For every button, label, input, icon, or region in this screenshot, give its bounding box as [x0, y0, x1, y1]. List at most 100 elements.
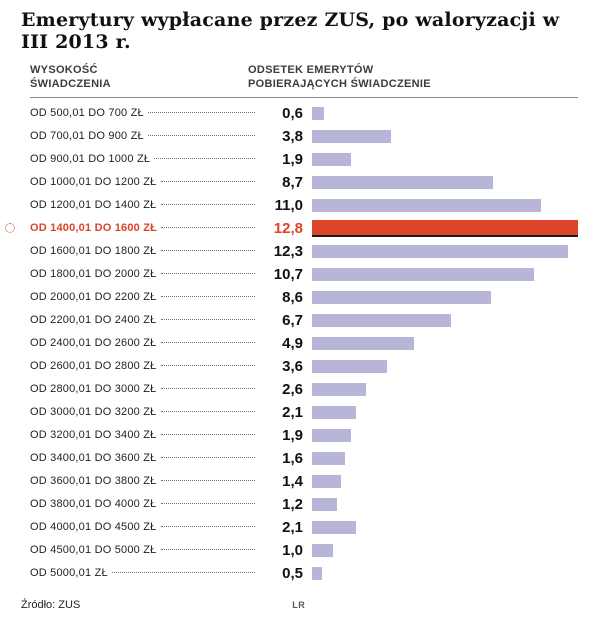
header-line: ODSETEK EMERYTÓW [248, 64, 374, 76]
row-value-label: 1,6 [282, 449, 303, 467]
bar-track [312, 244, 578, 258]
bar-track [312, 566, 578, 580]
column-headers: WYSOKOŚĆ ŚWIADCZENIA ODSETEK EMERYTÓW PO… [30, 63, 578, 92]
chart-row: OD 3400,01 DO 3600 ZŁ 1,6 [30, 447, 578, 470]
header-line: POBIERAJĄCYCH ŚWIADCZENIE [248, 78, 431, 91]
row-value-label: 2,1 [282, 403, 303, 421]
row-value-label: 6,7 [282, 311, 303, 329]
bar [312, 428, 352, 442]
bar-track [312, 198, 578, 212]
bar-track [312, 129, 578, 143]
row-value-label: 1,9 [282, 150, 303, 168]
bar [312, 313, 452, 327]
chart-row: OD 1200,01 DO 1400 ZŁ 11,0 [30, 194, 578, 217]
chart-row: OD 1400,01 DO 1600 ZŁ 12,8 [5, 217, 578, 240]
bar [312, 336, 414, 350]
bar [312, 152, 352, 166]
dotted-leader [160, 433, 255, 435]
bar [312, 382, 367, 396]
dotted-leader [160, 502, 255, 504]
dotted-leader [161, 226, 255, 228]
bar-track [312, 543, 578, 557]
dotted-leader [160, 456, 255, 458]
dotted-leader [154, 157, 255, 159]
row-value-label: 12,3 [273, 242, 303, 260]
row-value-label: 2,6 [282, 380, 303, 398]
row-category-label: OD 1200,01 DO 1400 ZŁ [30, 199, 157, 212]
footer: Źródło: ZUS LR [21, 599, 578, 611]
bar [312, 474, 342, 488]
row-category-label: OD 4500,01 DO 5000 ZŁ [30, 544, 157, 557]
chart-row: OD 4500,01 DO 5000 ZŁ 1,0 [30, 539, 578, 562]
bar-track [312, 336, 578, 350]
bar-track [312, 267, 578, 281]
row-value-label: 2,1 [282, 518, 303, 536]
bar [312, 497, 337, 511]
bar-track [312, 474, 578, 488]
row-category-label: OD 3200,01 DO 3400 ZŁ [30, 429, 157, 442]
dotted-leader [160, 410, 255, 412]
header-line: WYSOKOŚĆ [30, 64, 98, 76]
bar-track [312, 405, 578, 419]
row-category-label: OD 2000,01 DO 2200 ZŁ [30, 291, 157, 304]
chart-row: OD 3800,01 DO 4000 ZŁ 1,2 [30, 493, 578, 516]
row-value-label: 3,6 [282, 357, 303, 375]
dotted-leader [160, 364, 255, 366]
row-value-label: 3,8 [282, 127, 303, 145]
row-value-label: 12,8 [273, 219, 303, 237]
dotted-leader [147, 111, 255, 113]
bar-track [312, 497, 578, 511]
credit-label: LR [292, 599, 306, 610]
chart-row: OD 2800,01 DO 3000 ZŁ 2,6 [30, 378, 578, 401]
row-category-label: OD 1600,01 DO 1800 ZŁ [30, 245, 157, 258]
chart-row: OD 1600,01 DO 1800 ZŁ 12,3 [30, 240, 578, 263]
dotted-leader [160, 525, 255, 527]
page-title: Emerytury wypłacane przez ZUS, po walory… [21, 9, 560, 53]
infographic: Emerytury wypłacane przez ZUS, po walory… [0, 9, 600, 611]
bar-track [312, 313, 578, 327]
dotted-leader [160, 180, 255, 182]
chart-row: OD 2000,01 DO 2200 ZŁ 8,6 [30, 286, 578, 309]
dotted-leader [160, 548, 255, 550]
bar [312, 244, 568, 258]
row-category-label: OD 1000,01 DO 1200 ZŁ [30, 176, 157, 189]
bar-track [312, 290, 578, 304]
row-category-label: OD 3400,01 DO 3600 ZŁ [30, 452, 157, 465]
dotted-leader [160, 203, 255, 205]
chart-row: OD 4000,01 DO 4500 ZŁ 2,1 [30, 516, 578, 539]
bar [312, 267, 535, 281]
row-category-label: OD 500,01 DO 700 ZŁ [30, 107, 144, 120]
row-category-label: OD 700,01 DO 900 ZŁ [30, 130, 144, 143]
bar-track [312, 359, 578, 373]
highlight-marker-icon [5, 222, 15, 233]
chart-row: OD 2600,01 DO 2800 ZŁ 3,6 [30, 355, 578, 378]
chart-row: OD 2400,01 DO 2600 ZŁ 4,9 [30, 332, 578, 355]
chart-row: OD 2200,01 DO 2400 ZŁ 6,7 [30, 309, 578, 332]
row-value-label: 0,5 [282, 564, 303, 582]
row-value-label: 1,2 [282, 495, 303, 513]
bar-track [312, 219, 578, 237]
bar [312, 219, 578, 237]
row-category-label: OD 3600,01 DO 3800 ZŁ [30, 475, 157, 488]
bar-track [312, 451, 578, 465]
bar [312, 198, 541, 212]
dotted-leader [160, 318, 255, 320]
dotted-leader [160, 249, 255, 251]
row-category-label: OD 2200,01 DO 2400 ZŁ [30, 314, 157, 327]
row-value-label: 1,4 [282, 472, 303, 490]
row-value-label: 8,7 [282, 173, 303, 191]
chart-row: OD 700,01 DO 900 ZŁ 3,8 [30, 125, 578, 148]
row-category-label: OD 2800,01 DO 3000 ZŁ [30, 383, 157, 396]
header-percentage: ODSETEK EMERYTÓW POBIERAJĄCYCH ŚWIADCZEN… [248, 63, 578, 92]
dotted-leader [160, 295, 255, 297]
chart-row: OD 1800,01 DO 2000 ZŁ 10,7 [30, 263, 578, 286]
bar-track [312, 520, 578, 534]
dotted-leader [160, 387, 255, 389]
dotted-leader [147, 134, 255, 136]
dotted-leader [160, 341, 255, 343]
row-category-label: OD 3000,01 DO 3200 ZŁ [30, 406, 157, 419]
row-category-label: OD 1400,01 DO 1600 ZŁ [30, 222, 158, 235]
row-category-label: OD 3800,01 DO 4000 ZŁ [30, 498, 157, 511]
bar [312, 175, 493, 189]
chart-row: OD 3200,01 DO 3400 ZŁ 1,9 [30, 424, 578, 447]
